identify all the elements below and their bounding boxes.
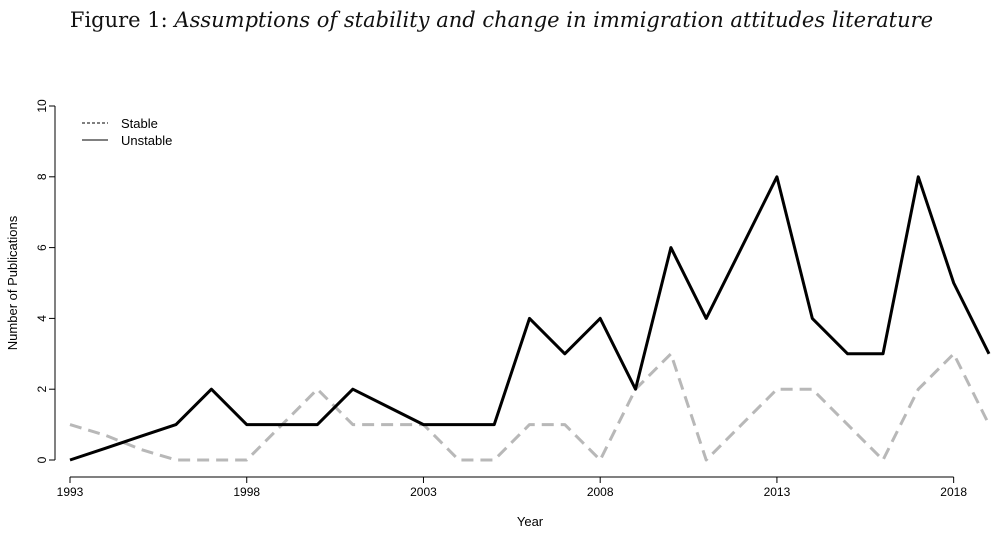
x-tick-label: 2013 <box>764 485 791 499</box>
y-tick-label: 6 <box>35 244 49 251</box>
axes: 1993 1998 2003 2008 2013 2018 0 2 4 6 8 10 <box>35 99 967 499</box>
y-tick-label: 10 <box>35 99 49 113</box>
legend-label-stable: Stable <box>121 116 158 131</box>
x-tick-label: 1993 <box>57 485 84 499</box>
x-tick-label: 2008 <box>587 485 614 499</box>
figure-title: Figure 1: Assumptions of stability and c… <box>0 8 1003 32</box>
figure-title-text: Assumptions of stability and change in i… <box>174 8 934 32</box>
legend-label-unstable: Unstable <box>121 133 172 148</box>
x-axis-title: Year <box>517 514 544 529</box>
y-axis-title: Number of Publications <box>5 215 20 350</box>
series-line-stable <box>69 352 991 462</box>
series-layer <box>69 175 991 462</box>
x-tick-label: 2003 <box>410 485 437 499</box>
y-tick-label: 8 <box>35 173 49 180</box>
y-tick-label: 0 <box>35 456 49 463</box>
x-tick-label: 2018 <box>940 485 967 499</box>
y-tick-label: 2 <box>35 386 49 393</box>
figure-title-prefix: Figure 1: <box>69 8 168 32</box>
legend: Stable Unstable <box>82 116 172 148</box>
x-tick-label: 1998 <box>233 485 260 499</box>
y-tick-label: 4 <box>35 315 49 322</box>
